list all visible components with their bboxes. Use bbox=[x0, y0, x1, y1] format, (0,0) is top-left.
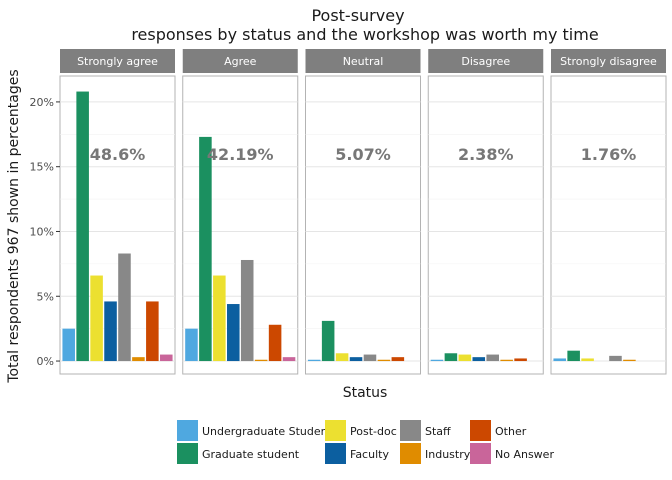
y-tick-label: 0% bbox=[37, 355, 54, 368]
legend-item: Undergraduate Student bbox=[177, 420, 333, 441]
bar bbox=[160, 354, 173, 362]
bar bbox=[90, 275, 103, 362]
bar bbox=[146, 301, 159, 362]
facet-panel: Agree 42.19% bbox=[182, 49, 299, 375]
bar bbox=[363, 354, 377, 362]
legend-label: No Answer bbox=[495, 448, 554, 461]
y-axis-title: Total respondents 967 shown in percentag… bbox=[6, 69, 22, 383]
bar bbox=[567, 350, 580, 362]
y-tick-label: 10% bbox=[30, 225, 54, 238]
bar bbox=[268, 324, 282, 362]
facet-panel: Strongly agree 48.6% bbox=[59, 49, 176, 375]
legend-item: Faculty bbox=[325, 443, 389, 464]
facet-percent-label: 48.6% bbox=[90, 145, 146, 164]
y-tick-label: 20% bbox=[30, 96, 54, 109]
y-tick-label: 5% bbox=[37, 290, 54, 303]
y-tick-label: 15% bbox=[30, 161, 54, 174]
facet-strip bbox=[551, 49, 666, 73]
facet-strip-label: Strongly disagree bbox=[560, 55, 657, 68]
legend-swatch bbox=[325, 443, 346, 464]
legend-item: Graduate student bbox=[177, 443, 300, 464]
chart-title-line-1: Post-survey bbox=[311, 6, 404, 25]
bar bbox=[240, 259, 254, 362]
facet-strip bbox=[428, 49, 544, 73]
legend-item: Post-doc bbox=[325, 420, 397, 441]
bar bbox=[118, 253, 131, 362]
legend-item: Industry bbox=[400, 443, 471, 464]
facet-panel: Disagree 2.38% bbox=[427, 49, 544, 375]
facet-strip-label: Disagree bbox=[461, 55, 510, 68]
legend-swatch bbox=[400, 443, 421, 464]
bar bbox=[227, 304, 240, 362]
facet-panels: Strongly agree 48.6% Agree 42.19% Neutral 5.0… bbox=[59, 49, 667, 375]
facet-strip-label: Strongly agree bbox=[77, 55, 158, 68]
bar bbox=[307, 359, 321, 362]
bar bbox=[104, 301, 117, 362]
bar bbox=[132, 357, 145, 362]
legend-label: Graduate student bbox=[202, 448, 300, 461]
bar bbox=[335, 353, 349, 362]
x-axis-title: Status bbox=[343, 385, 388, 401]
bar bbox=[486, 354, 499, 362]
legend-label: Staff bbox=[425, 425, 451, 438]
facet-strip bbox=[305, 49, 421, 73]
bar bbox=[349, 357, 363, 362]
bar bbox=[458, 354, 472, 362]
bar bbox=[282, 357, 296, 362]
legend-label: Industry bbox=[425, 448, 471, 461]
legend-swatch bbox=[470, 443, 491, 464]
legend-item: Staff bbox=[400, 420, 451, 441]
bar bbox=[609, 355, 622, 362]
bar bbox=[377, 359, 391, 362]
facet-percent-label: 5.07% bbox=[335, 145, 391, 164]
bar bbox=[199, 136, 212, 362]
facet-panel-border bbox=[550, 75, 667, 375]
legend-item: No Answer bbox=[470, 443, 554, 464]
facet-panel: Neutral 5.07% bbox=[305, 49, 421, 375]
legend-label: Other bbox=[495, 425, 527, 438]
bar bbox=[553, 358, 566, 362]
facet-strip bbox=[60, 49, 175, 73]
facet-percent-label: 2.38% bbox=[458, 145, 514, 164]
bar bbox=[76, 91, 89, 362]
bar bbox=[185, 328, 198, 362]
legend-label: Faculty bbox=[350, 448, 389, 461]
legend-swatch bbox=[400, 420, 421, 441]
y-axis: 0% 5% 10% 15% 20% bbox=[30, 96, 60, 368]
bar bbox=[500, 359, 513, 362]
legend-swatch bbox=[177, 443, 198, 464]
facet-strip bbox=[182, 49, 298, 73]
legend-item: Other bbox=[470, 420, 527, 441]
legend-swatch bbox=[177, 420, 198, 441]
facet-strip-label: Agree bbox=[224, 55, 257, 68]
bar bbox=[391, 357, 405, 362]
bar bbox=[213, 275, 226, 362]
facet-percent-label: 42.19% bbox=[207, 145, 274, 164]
facet-strip-label: Neutral bbox=[343, 55, 384, 68]
bar bbox=[444, 353, 458, 362]
bar bbox=[430, 359, 444, 362]
bar bbox=[254, 359, 268, 362]
legend-swatch bbox=[470, 420, 491, 441]
chart-title-line-2: responses by status and the workshop was… bbox=[131, 25, 598, 44]
bar bbox=[62, 328, 75, 362]
legend-swatch bbox=[325, 420, 346, 441]
legend: Undergraduate Student Graduate student Pos… bbox=[177, 420, 554, 464]
bar bbox=[472, 357, 486, 362]
bar bbox=[581, 358, 594, 362]
legend-label: Undergraduate Student bbox=[202, 425, 333, 438]
bar bbox=[514, 358, 527, 362]
facet-panel: Strongly disagree 1.76% bbox=[550, 49, 667, 375]
facet-panel-border bbox=[427, 75, 544, 375]
legend-label: Post-doc bbox=[350, 425, 397, 438]
facet-percent-label: 1.76% bbox=[581, 145, 637, 164]
bar bbox=[623, 359, 636, 362]
bar bbox=[321, 320, 335, 362]
